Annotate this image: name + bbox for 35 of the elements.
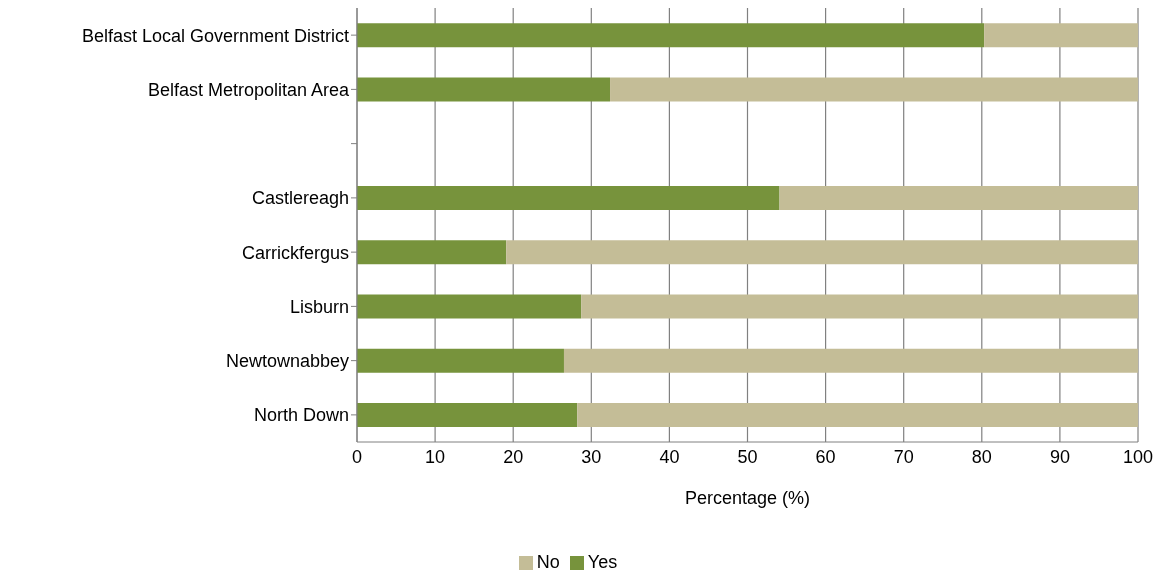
y-tick-label: Newtownabbey (225, 351, 349, 372)
bar (357, 402, 578, 427)
y-tick-label: Castlereagh (251, 188, 349, 209)
bar (610, 77, 1138, 102)
x-axis-title: Percentage (%) (684, 488, 811, 508)
y-tick-label: North Down (253, 405, 349, 426)
y-tick-label: Carrickfergus (241, 242, 349, 263)
y-tick-label: Belfast Metropolitan Area (147, 79, 350, 100)
x-tick-label: 40 (659, 446, 680, 467)
bar (357, 23, 985, 48)
bar (357, 348, 564, 373)
bar (581, 294, 1138, 319)
bar (506, 240, 1138, 265)
x-tick-label: 100 (1122, 446, 1154, 467)
x-tick-label: 60 (815, 446, 836, 467)
x-tick-label: 30 (581, 446, 602, 467)
bar (357, 77, 611, 102)
legend-label: No (536, 552, 560, 572)
bar (357, 185, 780, 210)
bar (563, 348, 1138, 373)
x-tick-label: 90 (1049, 446, 1070, 467)
x-tick-label: 80 (971, 446, 992, 467)
legend-label: Yes (587, 552, 618, 572)
y-tick-label: Lisburn (289, 296, 349, 317)
x-tick-label: 20 (503, 446, 524, 467)
x-tick-label: 50 (737, 446, 758, 467)
bar (984, 23, 1138, 48)
bar (577, 402, 1138, 427)
y-tick-label: Belfast Local Government District (81, 25, 349, 46)
x-tick-label: 70 (893, 446, 914, 467)
x-tick-label: 0 (351, 446, 363, 467)
bar (357, 294, 582, 319)
x-tick-label: 10 (425, 446, 446, 467)
bar (779, 185, 1138, 210)
bar (357, 240, 507, 265)
